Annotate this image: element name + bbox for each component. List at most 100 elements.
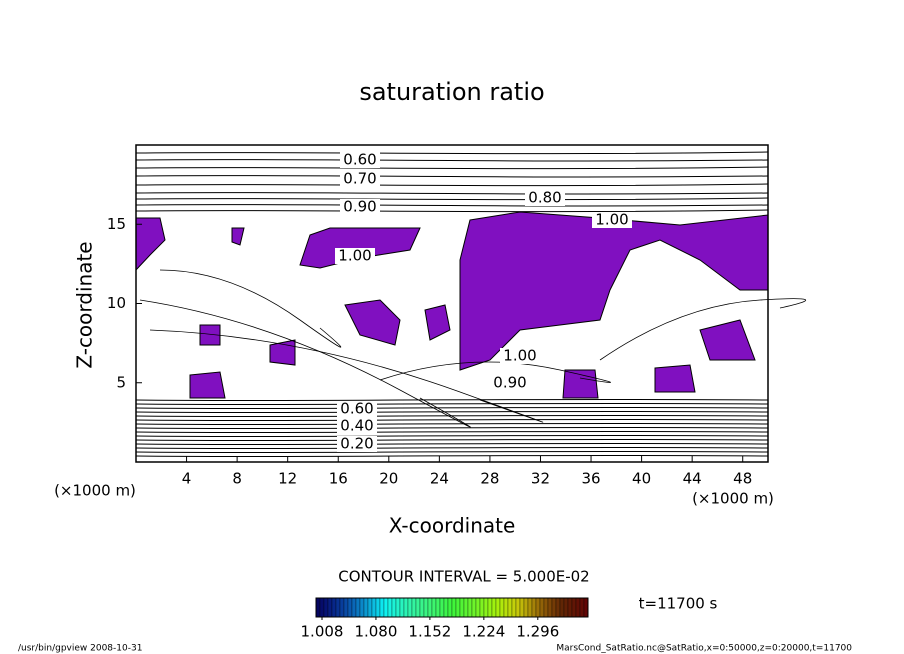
colorbar-cell — [391, 597, 397, 618]
colorbar-cell — [435, 597, 441, 618]
label-bg — [500, 348, 540, 364]
colorbar-cell — [355, 597, 361, 618]
colorbar-cell — [419, 597, 425, 618]
contour-line — [135, 438, 769, 442]
shaded-region — [654, 364, 696, 393]
colorbar-cell — [547, 597, 553, 618]
x-unit: (×1000 m) — [692, 490, 774, 508]
label-bg — [340, 199, 380, 215]
colorbar-cell — [363, 597, 369, 618]
x-tick-label: 28 — [480, 470, 499, 488]
colorbar-cell — [375, 597, 381, 618]
colorbar-cell — [575, 597, 581, 618]
x-tick-label: 40 — [632, 470, 651, 488]
label-bg — [337, 418, 377, 434]
colorbar-cell — [403, 597, 409, 618]
shaded-region — [231, 227, 245, 246]
x-tick-label: 48 — [733, 470, 752, 488]
label-bg — [340, 171, 380, 187]
contour-line — [135, 442, 769, 446]
x-tick-label: 32 — [531, 470, 550, 488]
colorbar-cell — [567, 597, 573, 618]
contour-line — [135, 446, 769, 450]
x-tick-label: 4 — [182, 470, 192, 488]
contour-interval: CONTOUR INTERVAL = 5.000E-02 — [338, 568, 589, 586]
x-tick-label: 8 — [232, 470, 242, 488]
colorbar-cell — [315, 597, 321, 618]
colorbar-cell — [579, 597, 585, 618]
colorbar-cell — [543, 597, 549, 618]
contour-line — [135, 406, 769, 410]
colorbar-cell — [387, 597, 393, 618]
contour-line — [135, 197, 769, 201]
colorbar-cell — [523, 597, 529, 618]
contour-label: 0.60 — [343, 151, 376, 169]
colorbar-cell — [571, 597, 577, 618]
contour-line — [135, 418, 769, 422]
contour-label: 0.90 — [493, 374, 526, 392]
contour-line — [135, 450, 769, 454]
label-bg — [525, 190, 565, 206]
y-tick-label: 15 — [107, 215, 126, 233]
colorbar-tick-label: 1.008 — [301, 623, 344, 641]
colorbar-frame — [315, 597, 589, 618]
contour-line — [135, 204, 769, 207]
contour-label: 0.40 — [340, 417, 373, 435]
colorbar-cell — [459, 597, 465, 618]
contour-line — [135, 430, 769, 434]
shaded-region — [562, 369, 599, 399]
colorbar-cell — [499, 597, 505, 618]
colorbar-cell — [339, 597, 345, 618]
colorbar-cell — [519, 597, 525, 618]
chart-title: saturation ratio — [359, 78, 544, 106]
label-bg — [592, 212, 632, 228]
colorbar-cell — [535, 597, 541, 618]
colorbar-cell — [371, 597, 377, 618]
colorbar-cell — [487, 597, 493, 618]
colorbar-cell — [351, 597, 357, 618]
colorbar-cell — [395, 597, 401, 618]
shaded-region — [424, 304, 451, 341]
shaded-region — [344, 299, 401, 346]
shaded-region — [699, 319, 756, 361]
colorbar-cell — [471, 597, 477, 618]
label-bg — [337, 401, 377, 417]
contour-label: 1.00 — [503, 347, 536, 365]
contour-line — [135, 175, 769, 178]
colorbar-cell — [383, 597, 389, 618]
label-bg — [340, 152, 380, 168]
contour-line — [135, 398, 769, 402]
colorbar-tick-label: 1.296 — [516, 623, 559, 641]
x-tick-label: 16 — [329, 470, 348, 488]
colorbar-cell — [343, 597, 349, 618]
contour-label: 1.00 — [338, 247, 371, 265]
colorbar-cell — [331, 597, 337, 618]
colorbar-cell — [411, 597, 417, 618]
contour-line — [599, 298, 807, 361]
colorbar-cell — [335, 597, 341, 618]
colorbar-cell — [555, 597, 561, 618]
colorbar-cell — [467, 597, 473, 618]
colorbar-cell — [347, 597, 353, 618]
colorbar-cell — [475, 597, 481, 618]
contour-label: 0.80 — [528, 189, 561, 207]
y-tick-label: 5 — [116, 373, 126, 391]
x-tick-label: 12 — [278, 470, 297, 488]
contour-line — [149, 329, 544, 423]
contour-line — [135, 166, 769, 170]
colorbar-cell — [451, 597, 457, 618]
x-tick-label: 36 — [581, 470, 600, 488]
colorbar-cell — [563, 597, 569, 618]
contour-line — [135, 183, 769, 187]
contour-line — [135, 209, 769, 213]
contour-line — [135, 426, 769, 430]
colorbar-cell — [527, 597, 533, 618]
x-tick-label: 24 — [430, 470, 449, 488]
contour-label: 0.90 — [343, 198, 376, 216]
contour-line — [159, 269, 342, 348]
colorbar-cell — [359, 597, 365, 618]
colorbar-cell — [323, 597, 329, 618]
shaded-region — [199, 324, 221, 346]
colorbar-cell — [583, 597, 589, 618]
